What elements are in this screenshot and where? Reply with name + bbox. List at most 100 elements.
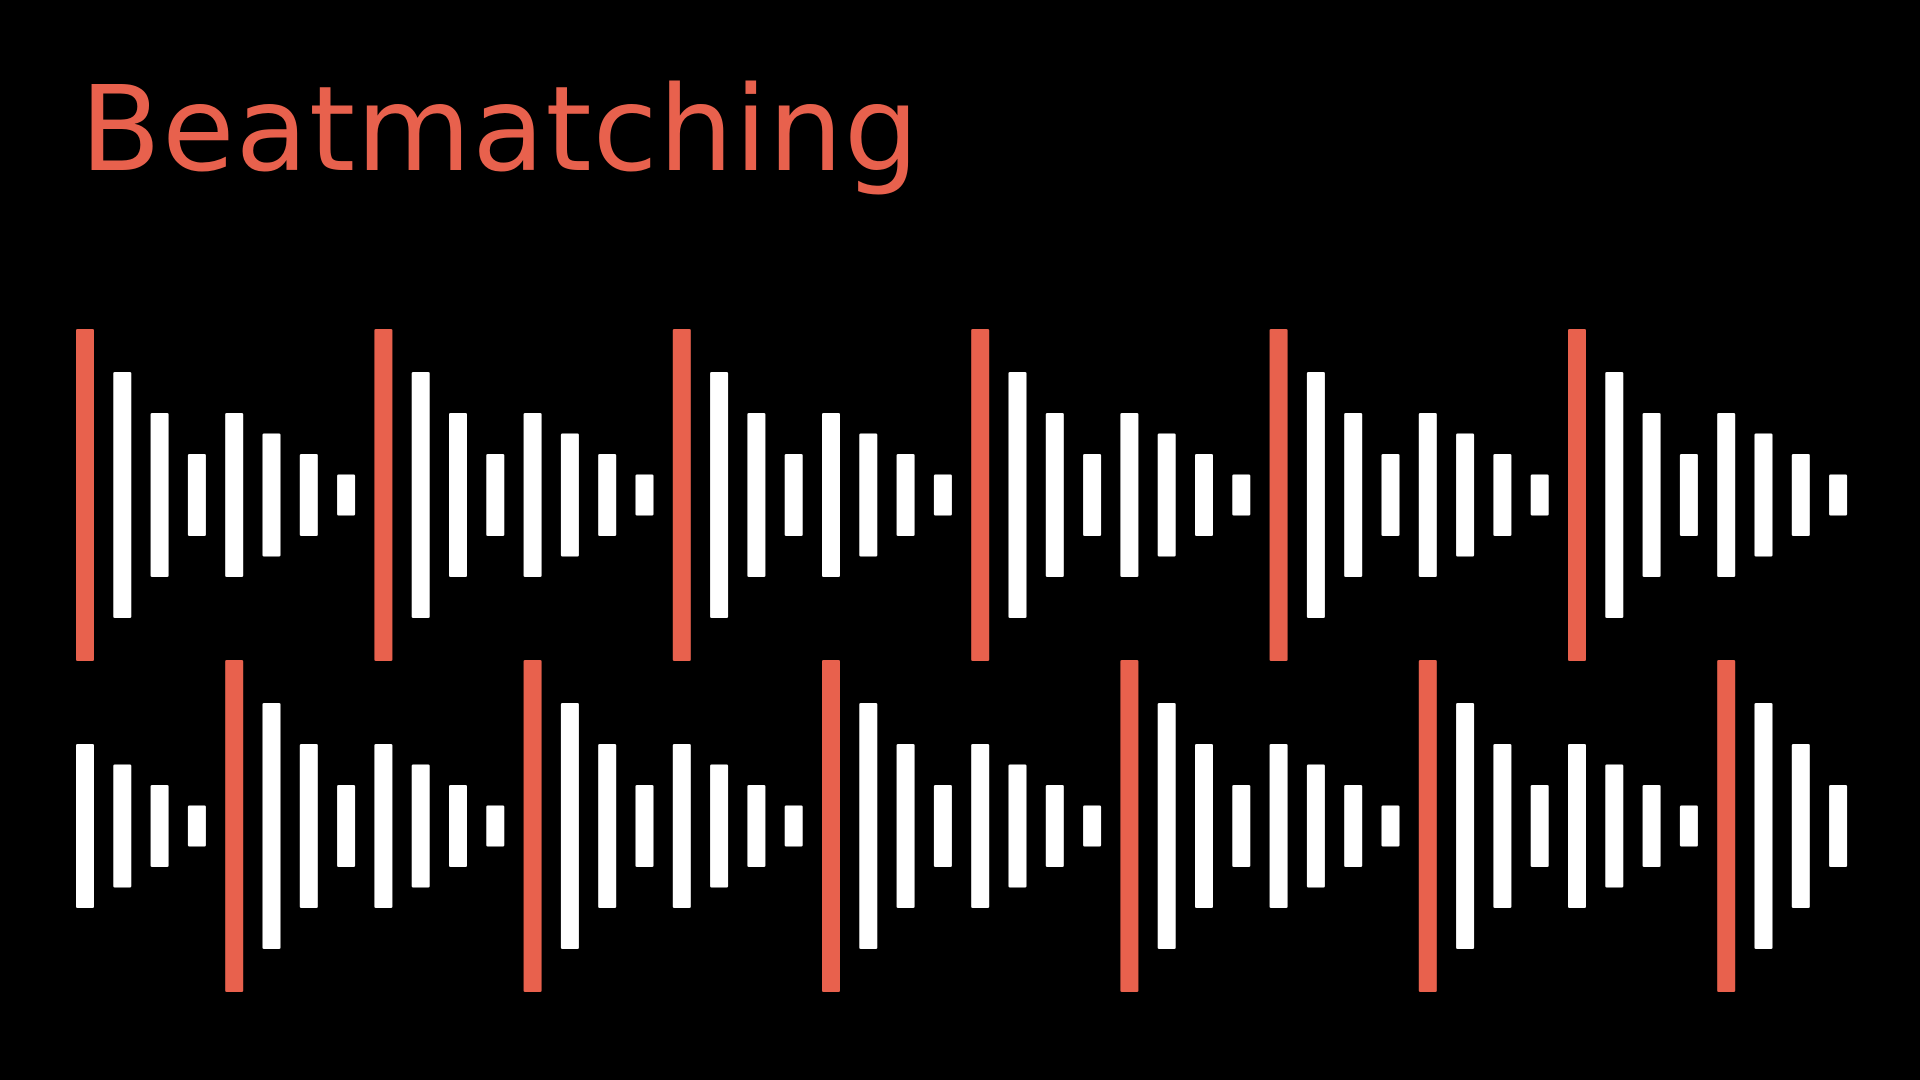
track-b-bar	[1306, 764, 1325, 888]
track-b-bar	[1568, 744, 1586, 908]
track-b-bar	[1642, 785, 1661, 867]
track-a-bar	[1679, 454, 1698, 536]
track-a-bar	[299, 454, 318, 536]
track-b-bar	[635, 785, 654, 867]
track-b-beat-bar	[1717, 660, 1736, 992]
track-b-bar	[1530, 785, 1549, 867]
track-a-bar	[1717, 413, 1736, 577]
track-a-bar	[262, 433, 281, 557]
track-b-bar	[337, 785, 356, 867]
track-b-beat-bar	[1120, 660, 1139, 992]
track-a-bar	[1493, 454, 1512, 536]
track-a-bar	[1642, 413, 1661, 577]
track-a-bar	[822, 413, 840, 577]
track-a-bar	[1754, 433, 1773, 557]
track-b-beat-bar	[523, 660, 542, 992]
track-a-bar	[187, 454, 206, 536]
track-a-bar	[1008, 372, 1027, 618]
track-a-bar	[150, 413, 169, 577]
track-b-bar	[896, 744, 915, 908]
track-b-bar	[672, 744, 691, 908]
track-a-bar	[598, 454, 617, 536]
track-a-bar	[896, 454, 915, 536]
track-a-bar	[933, 474, 952, 516]
track-a-beat-bar	[1269, 329, 1288, 661]
track-a-bar	[635, 474, 654, 516]
track-a-bar	[1083, 454, 1102, 536]
track-a-beat-bar	[76, 329, 94, 661]
track-b-waveform	[76, 660, 1848, 992]
track-a-bar	[560, 433, 579, 557]
track-b-bar	[859, 703, 878, 949]
track-a-bar	[1456, 433, 1475, 557]
track-b-bar	[560, 703, 579, 949]
track-a-bar	[1306, 372, 1325, 618]
track-a-bar	[710, 372, 729, 618]
track-a-bar	[1791, 454, 1810, 536]
track-b-beat-bar	[822, 660, 840, 992]
track-b-bar	[1083, 805, 1102, 847]
track-b-bar	[1605, 764, 1624, 888]
page-title: Beatmatching	[80, 60, 920, 198]
track-b-bar	[262, 703, 281, 949]
track-b-bar	[784, 805, 803, 847]
track-a-bar	[1381, 454, 1400, 536]
track-b-bar	[113, 764, 132, 888]
track-b-bar	[187, 805, 206, 847]
track-b-bar	[1269, 744, 1288, 908]
track-a-bar	[1418, 413, 1437, 577]
track-b-bar	[1008, 764, 1027, 888]
track-b-bar	[1195, 744, 1213, 908]
track-b-bar	[299, 744, 318, 908]
track-b-bar	[1493, 744, 1512, 908]
track-a-bar	[859, 433, 878, 557]
track-a-bar	[486, 454, 505, 536]
track-a-bar	[225, 413, 244, 577]
track-b-bar	[971, 744, 990, 908]
track-b-bar	[76, 744, 94, 908]
track-a-bar	[523, 413, 542, 577]
track-b-beat-bar	[1418, 660, 1437, 992]
track-a-bar	[1045, 413, 1064, 577]
track-a-beat-bar	[971, 329, 990, 661]
track-b-bar	[1829, 785, 1848, 867]
track-b-bar	[374, 744, 393, 908]
track-b-bar	[150, 785, 169, 867]
track-a-bar	[784, 454, 803, 536]
track-b-bar	[1157, 703, 1176, 949]
track-b-bar	[1232, 785, 1251, 867]
track-b-bar	[486, 805, 505, 847]
track-b-bar	[747, 785, 766, 867]
track-a-waveform	[76, 329, 1848, 661]
track-a-bar	[411, 372, 430, 618]
track-a-bar	[337, 474, 356, 516]
track-b-bar	[1456, 703, 1475, 949]
track-a-bar	[1120, 413, 1139, 577]
track-b-beat-bar	[225, 660, 244, 992]
track-a-bar	[1605, 372, 1624, 618]
track-a-bar	[1195, 454, 1213, 536]
track-b-bar	[710, 764, 729, 888]
track-b-bar	[598, 744, 617, 908]
track-a-bar	[1344, 413, 1363, 577]
track-b-bar	[1344, 785, 1363, 867]
track-a-beat-bar	[374, 329, 393, 661]
track-a-bar	[747, 413, 766, 577]
track-b-bar	[933, 785, 952, 867]
track-a-bar	[1157, 433, 1176, 557]
track-a-bar	[1530, 474, 1549, 516]
track-b-bar	[1791, 744, 1810, 908]
track-b-bar	[1381, 805, 1400, 847]
track-a-beat-bar	[672, 329, 691, 661]
track-a-bar	[1829, 474, 1848, 516]
track-b-bar	[1045, 785, 1064, 867]
track-a-beat-bar	[1568, 329, 1586, 661]
track-b-bar	[449, 785, 467, 867]
track-a-bar	[1232, 474, 1251, 516]
track-b-bar	[1679, 805, 1698, 847]
track-a-bar	[449, 413, 467, 577]
track-b-bar	[1754, 703, 1773, 949]
track-b-bar	[411, 764, 430, 888]
